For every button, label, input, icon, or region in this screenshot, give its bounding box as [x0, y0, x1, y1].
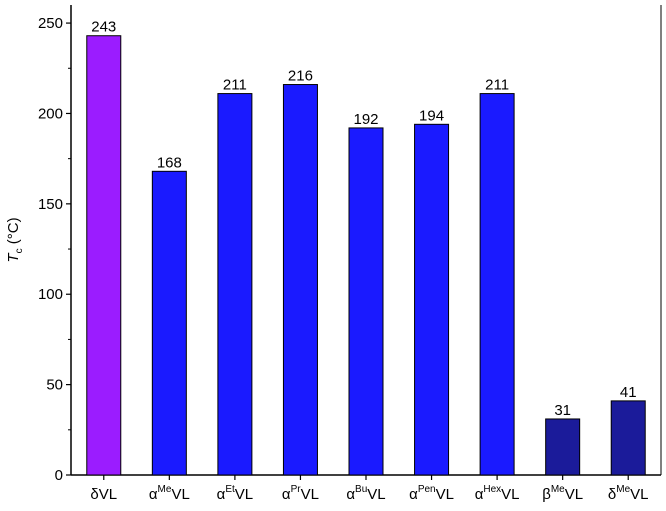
bar [86, 35, 122, 476]
x-axis-tick-labels: δVL αMeVL αEtVL αPrVL αBuVL αPenVL αHexVL βMeVL… [90, 475, 649, 503]
y-axis-ticks: 0 50 100 150 200 250 [38, 15, 71, 484]
bar [545, 418, 581, 476]
data-labels: 243 168 211 216 192 194 211 31 41 [91, 19, 636, 419]
data-label: 168 [157, 154, 182, 171]
data-label: 211 [223, 77, 247, 94]
y-tick-label: 150 [38, 196, 63, 213]
x-tick-label: αBuVL [346, 484, 385, 503]
x-tick-label: αPrVL [282, 484, 319, 503]
y-tick-label: 250 [38, 15, 63, 32]
data-label: 194 [419, 107, 444, 124]
bar [151, 170, 187, 476]
bar [479, 93, 515, 476]
data-label: 192 [353, 111, 378, 128]
y-axis-title: Tc (°C) [5, 217, 25, 262]
plot-area: 0 50 100 150 200 250 243 168 211 216 192 194 211 31 4… [38, 5, 662, 503]
bar [348, 127, 384, 476]
x-tick-label: δMeVL [608, 484, 649, 503]
x-tick-label: αPenVL [409, 484, 454, 503]
x-tick-label: αMeVL [149, 484, 190, 503]
bar [217, 93, 253, 476]
x-tick-label: αEtVL [217, 484, 253, 503]
y-tick-label: 0 [55, 467, 63, 484]
data-label: 216 [288, 68, 313, 85]
y-tick-label: 50 [46, 377, 63, 394]
bar [414, 123, 450, 476]
data-label: 211 [485, 77, 509, 94]
x-tick-label: βMeVL [542, 484, 583, 503]
bars [86, 35, 646, 476]
x-tick-label: δVL [90, 486, 117, 503]
x-tick-label: αHexVL [475, 484, 520, 503]
bar [282, 84, 318, 476]
y-tick-label: 100 [38, 286, 63, 303]
y-tick-label: 200 [38, 105, 63, 122]
data-label: 41 [620, 384, 637, 401]
bar [610, 400, 646, 476]
data-label: 31 [554, 402, 571, 419]
data-label: 243 [91, 19, 116, 36]
